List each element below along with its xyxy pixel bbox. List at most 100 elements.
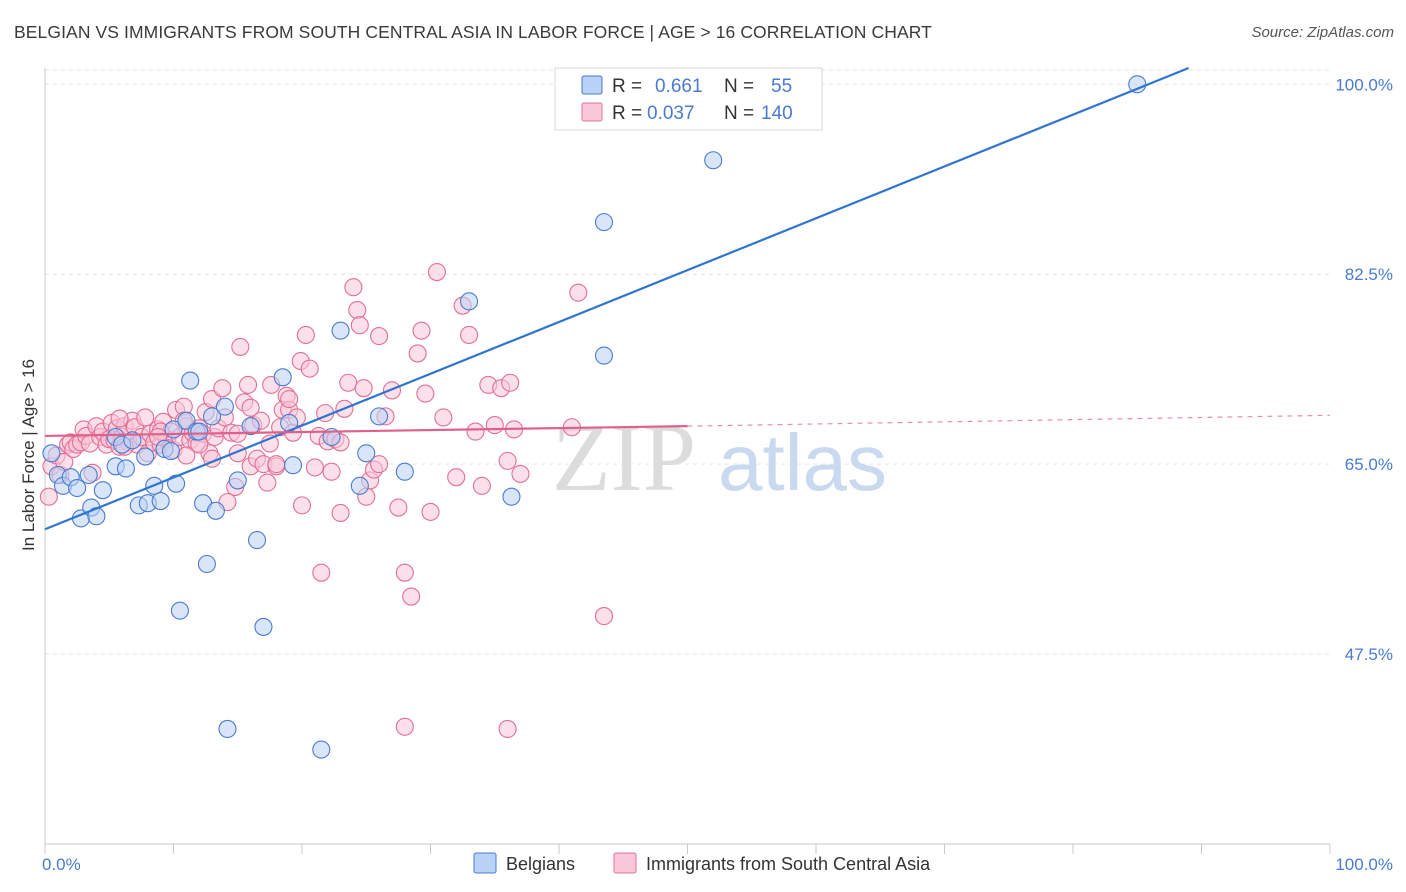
pink-data-point: [395, 717, 414, 736]
blue-data-point: [331, 321, 350, 340]
blue-data-point: [68, 478, 87, 498]
pink-data-point: [241, 398, 260, 417]
chart-source: Source: ZipAtlas.com: [1251, 24, 1394, 41]
pink-data-point: [408, 344, 427, 363]
pink-data-point: [344, 278, 363, 297]
pink-data-point: [231, 337, 250, 356]
legend-blue-swatch: [581, 75, 603, 95]
pink-data-point: [511, 464, 530, 483]
pink-data-point: [395, 563, 414, 582]
pink-data-point: [402, 587, 421, 606]
blue-data-point: [136, 447, 155, 466]
pink-data-point: [498, 451, 517, 470]
blue-data-point: [247, 531, 267, 550]
pink-data-point: [501, 373, 520, 392]
blue-data-point: [395, 462, 414, 481]
blue-data-point: [459, 292, 479, 311]
pink-data-point: [421, 502, 440, 521]
pink-data-point: [498, 719, 517, 739]
pink-data-point: [354, 379, 373, 398]
blue-data-point: [215, 397, 234, 416]
x-tick-label: 100.0%: [1335, 855, 1393, 874]
pink-data-point: [39, 487, 58, 506]
blue-data-point: [197, 554, 216, 574]
legend-pink-n-value: 140: [761, 103, 793, 124]
blue-data-point: [203, 407, 222, 426]
pink-data-point: [305, 458, 324, 477]
legend-pink-r-value: 0.037: [647, 103, 695, 124]
blue-data-point: [594, 213, 614, 232]
blue-data-point: [123, 431, 142, 450]
legend-pink-n-label: N =: [724, 103, 754, 124]
chart-title: BELGIAN VS IMMIGRANTS FROM SOUTH CENTRAL…: [14, 22, 932, 42]
pink-data-point: [177, 446, 196, 465]
pink-data-point: [594, 607, 614, 626]
y-tick-labels: 47.5% 65.0% 82.5% 100.0%: [1335, 75, 1393, 664]
blue-data-point: [170, 601, 189, 620]
blue-series-points: [42, 75, 1147, 759]
y-axis-label: In Labor Force | Age > 16: [19, 359, 38, 551]
pink-data-point: [300, 359, 319, 378]
blue-data-point: [273, 368, 292, 387]
blue-data-point: [357, 444, 376, 463]
y-tick-label: 65.0%: [1345, 455, 1393, 474]
pink-data-point: [485, 416, 504, 435]
blue-data-point: [42, 444, 61, 463]
pink-data-point: [322, 462, 341, 481]
blue-data-point: [93, 481, 112, 500]
legend-stats: R = 0.661 N = 55 R = 0.037 N = 140: [554, 67, 823, 131]
blue-data-point: [502, 487, 521, 506]
blue-data-point: [161, 442, 180, 461]
pink-data-point: [267, 455, 286, 474]
pink-data-point: [569, 283, 588, 302]
blue-data-point: [218, 719, 237, 739]
pink-data-point: [312, 563, 331, 582]
blue-data-point: [167, 474, 186, 493]
blue-data-point: [228, 471, 247, 490]
blue-data-point: [206, 501, 225, 520]
blue-data-point: [350, 476, 369, 495]
pink-data-point: [136, 408, 155, 427]
pink-data-point: [416, 384, 435, 403]
watermark-atlas: atlas: [718, 418, 887, 507]
watermark: ZIP atlas: [552, 404, 887, 511]
blue-data-point: [370, 407, 389, 426]
legend-series: Belgians Immigrants from South Central A…: [473, 852, 931, 874]
legend-blue-r-value: 0.661: [655, 76, 703, 97]
pink-data-point: [370, 455, 389, 474]
pink-data-point: [110, 409, 129, 428]
pink-data-point: [389, 498, 408, 517]
blue-data-point: [283, 456, 303, 475]
blue-trend-line: [44, 66, 1190, 531]
pink-trend-line: [44, 425, 688, 438]
pink-data-point: [447, 468, 466, 487]
blue-data-point: [151, 491, 170, 511]
legend-belgians-label: Belgians: [506, 854, 575, 874]
pink-data-point: [258, 473, 277, 492]
pink-data-point: [350, 316, 369, 335]
pink-data-point: [466, 422, 485, 441]
legend-pink-swatch: [581, 102, 603, 122]
legend-blue-n-label: N =: [724, 76, 754, 97]
pink-trend-line-dashed: [687, 414, 1331, 427]
pink-data-point: [348, 300, 367, 320]
trend-lines: [44, 66, 1331, 531]
pink-data-point: [280, 389, 299, 409]
pink-data-point: [339, 373, 358, 392]
blue-data-point: [116, 459, 136, 478]
legend-immigrants-label: Immigrants from South Central Asia: [646, 854, 931, 874]
legend-blue-n-value: 55: [771, 76, 792, 97]
pink-data-point: [238, 375, 258, 394]
blue-data-point: [322, 427, 341, 447]
blue-data-point: [704, 151, 723, 170]
pink-data-point: [412, 321, 431, 340]
y-tick-label: 100.0%: [1335, 75, 1393, 94]
x-tick-labels: 0.0% 100.0%: [42, 855, 1393, 874]
blue-data-point: [594, 346, 614, 365]
blue-data-point: [241, 417, 260, 436]
pink-data-point: [434, 408, 453, 427]
pink-data-point: [427, 262, 446, 282]
legend-pink-r-label: R =: [612, 103, 642, 124]
blue-data-point: [312, 740, 331, 759]
